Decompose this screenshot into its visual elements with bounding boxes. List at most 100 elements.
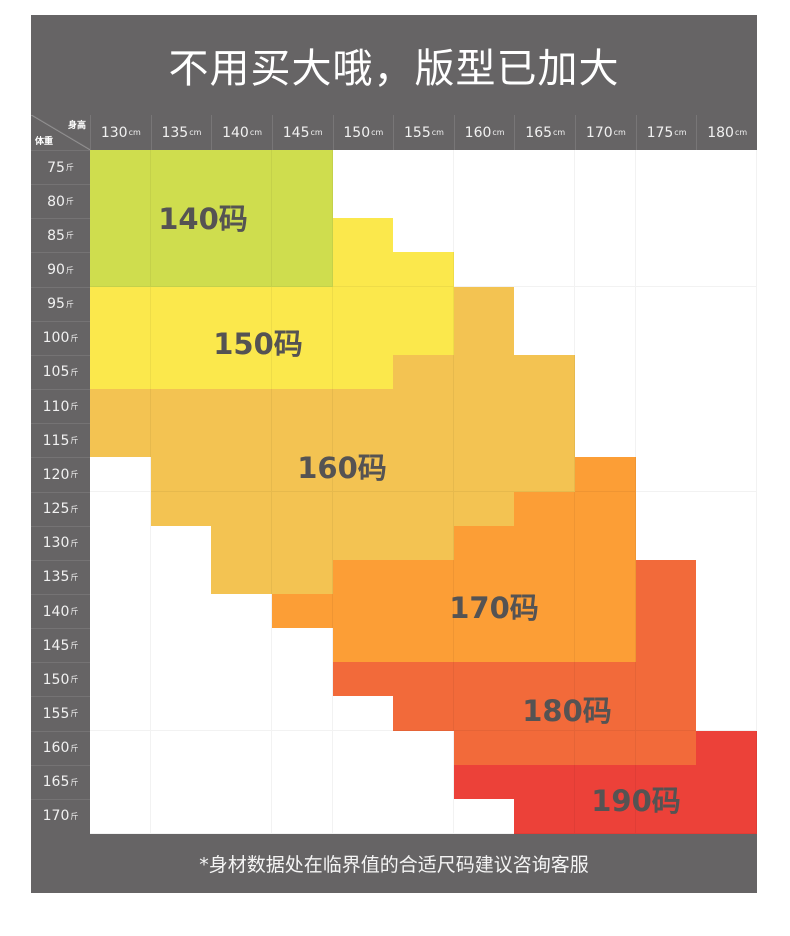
grid-cell bbox=[696, 798, 758, 834]
grid-cell bbox=[150, 559, 212, 595]
grid-cell bbox=[150, 150, 212, 185]
grid-cell bbox=[150, 184, 212, 220]
grid-cell bbox=[453, 559, 515, 595]
grid-cell bbox=[575, 457, 637, 493]
grid-cell bbox=[211, 184, 273, 220]
grid-cell bbox=[150, 662, 212, 698]
grid-cell bbox=[90, 354, 151, 390]
grid-cell bbox=[696, 320, 758, 356]
grid-cell bbox=[332, 184, 394, 220]
grid-cell bbox=[271, 764, 333, 800]
grid-cell bbox=[635, 150, 697, 185]
grid-cell bbox=[453, 389, 515, 425]
grid-cell bbox=[90, 491, 151, 527]
grid-cell bbox=[453, 320, 515, 356]
grid-cell bbox=[575, 764, 637, 800]
grid-cell bbox=[150, 457, 212, 493]
grid-cell bbox=[635, 354, 697, 390]
grid-cell bbox=[211, 423, 273, 459]
corner-header: 身高 体重 bbox=[31, 115, 90, 150]
weight-header-145: 145 斤 bbox=[31, 628, 90, 662]
grid-cell bbox=[696, 491, 758, 527]
grid-cell bbox=[332, 218, 394, 254]
weight-header-95: 95 斤 bbox=[31, 286, 90, 321]
weight-header-105: 105 斤 bbox=[31, 354, 90, 389]
grid-cell bbox=[453, 662, 515, 698]
grid-cell bbox=[453, 525, 515, 561]
grid-cell bbox=[575, 798, 637, 834]
weight-header-130: 130 斤 bbox=[31, 525, 90, 560]
footer-note: *身材数据处在临界值的合适尺码建议咨询客服 bbox=[199, 853, 589, 876]
height-header-165: 165 cm bbox=[514, 115, 575, 150]
grid-cell bbox=[90, 593, 151, 629]
grid-cell bbox=[393, 457, 455, 493]
grid-cell bbox=[393, 252, 455, 288]
grid-cell bbox=[271, 252, 333, 288]
grid-cell bbox=[150, 628, 212, 664]
grid-cell bbox=[393, 150, 455, 185]
grid-cell bbox=[696, 764, 758, 800]
size-label: 190码 bbox=[591, 784, 681, 818]
height-header-150: 150 cm bbox=[332, 115, 394, 150]
grid-cell bbox=[90, 423, 151, 459]
size-chart: 不用买大哦，版型已加大 身高 体重 130 cm 135 cm 140 cm 145 cm 15… bbox=[31, 15, 758, 893]
grid-cell bbox=[332, 696, 394, 732]
size-grid bbox=[90, 150, 758, 834]
weight-header-75: 75 斤 bbox=[31, 150, 90, 184]
grid-cell bbox=[453, 184, 515, 220]
grid-cell bbox=[332, 525, 394, 561]
grid-cell bbox=[453, 218, 515, 254]
height-header-135: 135 cm bbox=[150, 115, 212, 150]
size-label: 170码 bbox=[449, 591, 539, 625]
grid-cell bbox=[211, 628, 273, 664]
grid-cell bbox=[150, 320, 212, 356]
grid-cell bbox=[271, 730, 333, 766]
grid-cell bbox=[696, 593, 758, 629]
grid-cell bbox=[635, 662, 697, 698]
grid-cell bbox=[514, 423, 576, 459]
grid-cell bbox=[393, 354, 455, 390]
grid-cell bbox=[90, 798, 151, 834]
grid-cell bbox=[271, 559, 333, 595]
grid-cell bbox=[90, 320, 151, 356]
grid-cell bbox=[575, 150, 637, 185]
height-header-160: 160 cm bbox=[453, 115, 515, 150]
grid-cell bbox=[393, 320, 455, 356]
grid-cell bbox=[514, 184, 576, 220]
weight-header-110: 110 斤 bbox=[31, 389, 90, 423]
grid-cell bbox=[696, 525, 758, 561]
grid-cell bbox=[150, 491, 212, 527]
grid-cell bbox=[575, 286, 637, 322]
grid-cell bbox=[90, 457, 151, 493]
grid-cell bbox=[90, 696, 151, 732]
grid-cell bbox=[271, 662, 333, 698]
grid-cell bbox=[575, 593, 637, 629]
grid-cell bbox=[696, 696, 758, 732]
grid-cell bbox=[393, 593, 455, 629]
chart-title: 不用买大哦，版型已加大 bbox=[168, 46, 620, 92]
grid-cell bbox=[696, 184, 758, 220]
grid-cell bbox=[453, 764, 515, 800]
grid-cell bbox=[514, 252, 576, 288]
grid-cell bbox=[271, 593, 333, 629]
size-label: 150码 bbox=[213, 327, 303, 361]
grid-cell bbox=[635, 525, 697, 561]
weight-header-90: 90 斤 bbox=[31, 252, 90, 286]
grid-cell bbox=[696, 457, 758, 493]
weight-header-155: 155 斤 bbox=[31, 696, 90, 730]
grid-cell bbox=[211, 389, 273, 425]
height-axis-label: 身高 bbox=[67, 121, 86, 131]
grid-cell bbox=[150, 764, 212, 800]
grid-cell bbox=[211, 252, 273, 288]
grid-cell bbox=[575, 218, 637, 254]
grid-cell bbox=[90, 628, 151, 664]
grid-cell bbox=[514, 457, 576, 493]
grid-cell bbox=[150, 525, 212, 561]
height-header-145: 145 cm bbox=[271, 115, 333, 150]
grid-cell bbox=[514, 320, 576, 356]
grid-cell bbox=[271, 628, 333, 664]
grid-cell bbox=[635, 696, 697, 732]
grid-cell bbox=[211, 798, 273, 834]
size-label: 140码 bbox=[158, 202, 248, 236]
grid-cell bbox=[90, 730, 151, 766]
